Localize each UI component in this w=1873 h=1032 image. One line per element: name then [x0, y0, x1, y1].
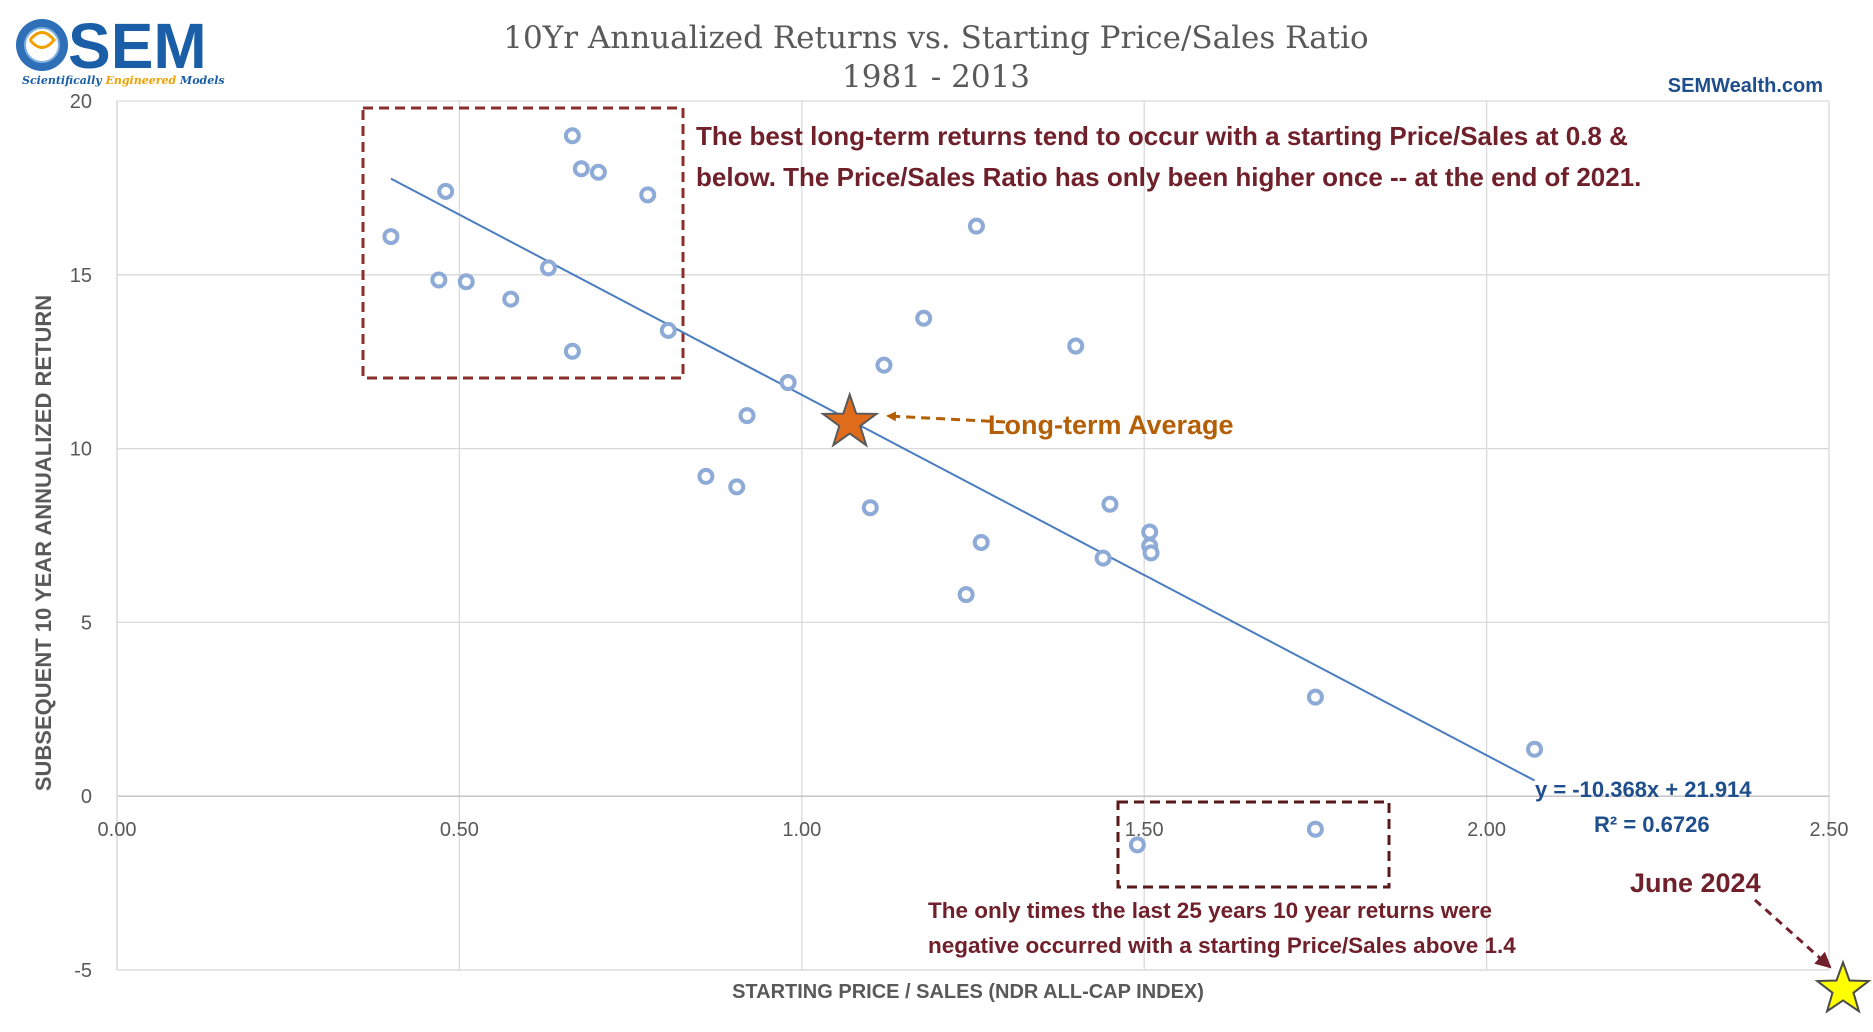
website-label: SEMWealth.com [1668, 75, 1823, 97]
axis-ticks: 0.00 0.50 1.00 1.50 2.00 2.50 -5 0 5 10 15 20 [70, 91, 1849, 982]
data-point [502, 290, 520, 308]
logo-tagline-part: Models [176, 74, 224, 87]
best-returns-text: The best long-term returns tend to occur… [696, 121, 1641, 192]
data-point [1526, 740, 1544, 758]
best-returns-box [361, 106, 685, 380]
data-point [382, 228, 400, 246]
x-tick-label: 0.00 [98, 819, 137, 841]
data-point [437, 182, 455, 200]
average-arrow [886, 411, 1006, 424]
chart-title: 10Yr Annualized Returns vs. Starting Pri… [503, 20, 1368, 56]
y-tick-label: -5 [74, 960, 92, 982]
data-point [572, 160, 590, 178]
data-point [915, 309, 933, 327]
long-term-average-label: Long-term Average [988, 410, 1234, 440]
data-point [430, 271, 448, 289]
negative-returns-line: negative occurred with a starting Price/… [928, 933, 1516, 958]
data-point [457, 273, 475, 291]
data-point [1306, 688, 1324, 706]
grid [116, 100, 1830, 971]
logo-text: SEM [68, 10, 207, 82]
x-tick-label: 1.00 [782, 819, 821, 841]
data-point [1101, 495, 1119, 513]
logo-tagline-part: Scientifically [22, 74, 105, 87]
data-point [563, 342, 581, 360]
data-point [779, 374, 797, 392]
data-point [697, 467, 715, 485]
data-point [639, 186, 657, 204]
june-2024-star [1814, 959, 1872, 1014]
negative-returns-line: The only times the last 25 years 10 year… [928, 898, 1492, 923]
chart-subtitle: 1981 - 2013 [842, 59, 1030, 95]
y-tick-label: 0 [81, 786, 92, 808]
long-term-average-star [820, 391, 880, 448]
data-point [1128, 836, 1146, 854]
data-point [972, 533, 990, 551]
trendline [390, 177, 1536, 782]
trendline-equation: y = -10.368x + 21.914 [1535, 777, 1752, 802]
data-point [1306, 820, 1324, 838]
june-2024-arrow [1754, 898, 1832, 969]
data-point [539, 259, 557, 277]
data-point [589, 163, 607, 181]
data-point [563, 127, 581, 145]
data-point [728, 478, 746, 496]
negative-returns-text: The only times the last 25 years 10 year… [928, 898, 1516, 958]
y-tick-label: 10 [70, 439, 92, 461]
y-tick-label: 5 [81, 612, 92, 634]
data-point [1141, 523, 1159, 541]
r-squared-label: R² = 0.6726 [1594, 812, 1710, 837]
x-tick-label: 1.50 [1125, 819, 1164, 841]
data-point [1067, 337, 1085, 355]
negative-returns-box [1116, 800, 1391, 889]
y-axis-title: SUBSEQUENT 10 YEAR ANNUALIZED RETURN [31, 295, 56, 791]
data-point [738, 407, 756, 425]
logo-tagline-part: Engineered [104, 74, 176, 87]
data-point [659, 321, 677, 339]
data-point [1094, 549, 1112, 567]
x-tick-label: 0.50 [440, 819, 479, 841]
y-tick-label: 20 [70, 91, 92, 113]
data-points [382, 127, 1544, 854]
logo-tagline: Scientifically Engineered Models [22, 74, 225, 87]
data-point [861, 499, 879, 517]
best-returns-line: The best long-term returns tend to occur… [696, 121, 1628, 151]
data-point [967, 217, 985, 235]
best-returns-line: below. The Price/Sales Ratio has only be… [696, 162, 1641, 192]
x-axis-title: STARTING PRICE / SALES (NDR ALL-CAP INDE… [732, 981, 1204, 1003]
x-tick-label: 2.50 [1810, 819, 1849, 841]
sem-logo: SEM Scientifically Engineered Models [16, 10, 225, 87]
data-point [1142, 544, 1160, 562]
data-point [957, 586, 975, 604]
y-tick-label: 15 [70, 265, 92, 287]
data-point [875, 356, 893, 374]
x-tick-label: 2.00 [1467, 819, 1506, 841]
june-2024-label: June 2024 [1630, 868, 1761, 898]
